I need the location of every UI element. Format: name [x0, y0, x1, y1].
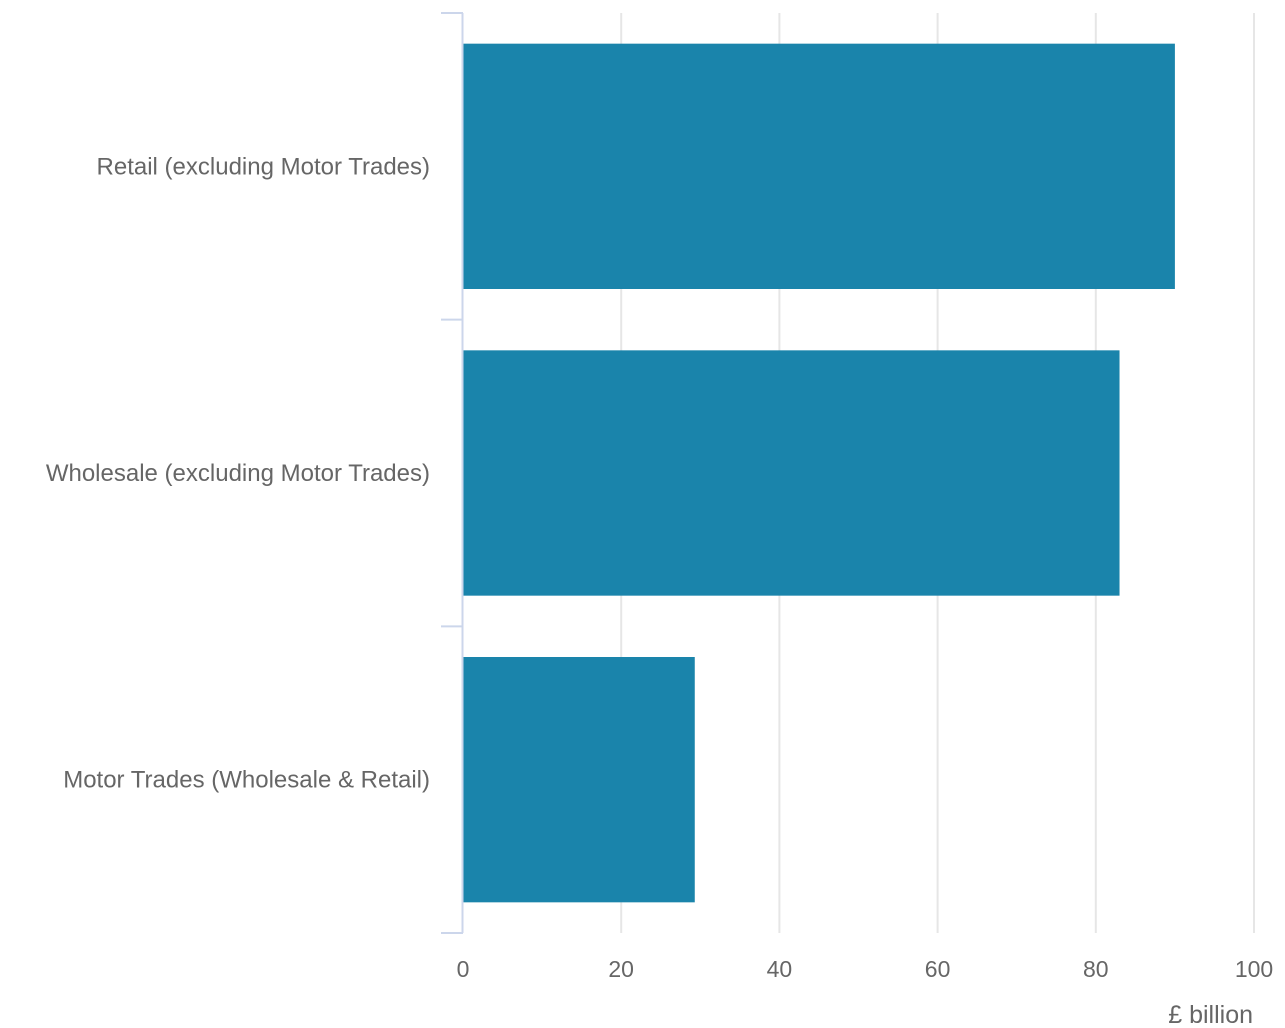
x-tick-label: 40 — [767, 956, 793, 982]
bar-1 — [463, 43, 1175, 289]
x-tick-label: 0 — [457, 956, 470, 982]
category-label: Retail (excluding Motor Trades) — [97, 153, 430, 180]
bar-3 — [463, 657, 695, 903]
bars — [463, 43, 1175, 903]
x-tick-label: 20 — [608, 956, 634, 982]
x-axis-ticks: 0 20 40 60 80 100 — [457, 956, 1274, 982]
x-tick-label: 100 — [1235, 956, 1273, 982]
category-labels: Retail (excluding Motor Trades) Wholesale… — [46, 153, 430, 793]
bar-2 — [463, 350, 1120, 596]
x-axis-title: £ billion — [1168, 1001, 1253, 1028]
category-axis — [441, 12, 464, 934]
x-tick-label: 80 — [1083, 956, 1109, 982]
category-label: Motor Trades (Wholesale & Retail) — [63, 767, 430, 794]
x-tick-label: 60 — [925, 956, 951, 982]
category-label: Wholesale (excluding Motor Trades) — [46, 460, 430, 487]
